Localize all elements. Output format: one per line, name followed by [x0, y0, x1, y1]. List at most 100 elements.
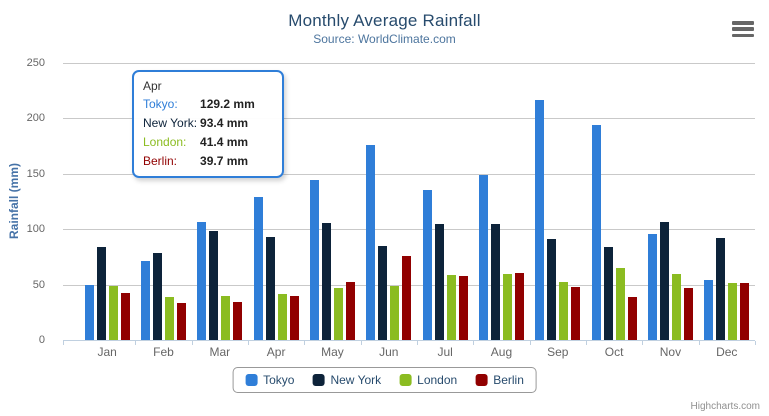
bar-london-feb[interactable] — [164, 297, 174, 340]
x-axis-tick — [191, 341, 193, 345]
bar-london-oct[interactable] — [615, 267, 625, 340]
bar-london-sep[interactable] — [559, 281, 569, 340]
legend-item-tokyo[interactable]: Tokyo — [245, 373, 294, 387]
y-axis-tick-label: 150 — [26, 167, 45, 180]
x-axis-label-jun: Jun — [379, 345, 399, 359]
bar-tokyo-nov[interactable] — [647, 234, 657, 340]
plot-area — [63, 63, 756, 345]
bar-tokyo-apr[interactable] — [253, 196, 263, 340]
bar-berlin-aug[interactable] — [514, 273, 524, 340]
y-axis-tick-label: 250 — [26, 57, 45, 69]
bar-tokyo-mar[interactable] — [197, 222, 207, 340]
bar-new-york-mar[interactable] — [209, 230, 219, 340]
bar-new-york-nov[interactable] — [659, 221, 669, 340]
bar-tokyo-dec[interactable] — [704, 279, 714, 340]
bar-berlin-nov[interactable] — [683, 288, 693, 340]
bar-tokyo-feb[interactable] — [140, 260, 150, 340]
bar-tokyo-oct[interactable] — [591, 124, 601, 340]
legend-item-new-york[interactable]: New York — [312, 373, 381, 387]
x-axis-label-apr: Apr — [266, 345, 286, 359]
bar-tokyo-jul[interactable] — [422, 189, 432, 340]
x-axis-labels: Jan Feb Mar Apr May Jun Jul Aug Sep Oct Nov Dec — [79, 345, 755, 359]
bar-london-may[interactable] — [333, 287, 343, 340]
bar-new-york-feb[interactable] — [152, 252, 162, 340]
bar-london-jun[interactable] — [390, 286, 400, 340]
y-axis-tick-label: 50 — [32, 278, 45, 291]
gridline — [63, 118, 755, 120]
bar-london-mar[interactable] — [221, 296, 231, 340]
bar-london-jul[interactable] — [446, 274, 456, 340]
bar-berlin-apr[interactable] — [289, 296, 299, 340]
bar-tokyo-aug[interactable] — [478, 175, 488, 340]
tooltip-series-label: Berlin: — [143, 154, 178, 168]
tooltip-series-value: 129.2 mm — [200, 97, 255, 111]
y-axis-tick-label: 100 — [26, 223, 45, 236]
hamburger-bar — [732, 21, 754, 25]
legend-item-london[interactable]: London — [399, 373, 457, 387]
bar-london-jan[interactable] — [108, 285, 118, 340]
x-axis-label-mar: Mar — [209, 345, 231, 359]
x-axis-label-nov: Nov — [659, 345, 682, 359]
tooltip: Apr Tokyo: 129.2 mm New York: 93.4 mm London… — [132, 70, 284, 178]
bar-group-mar — [192, 63, 248, 340]
bar-tokyo-may[interactable] — [309, 180, 319, 340]
legend-label: London — [417, 373, 458, 387]
bar-group-oct — [586, 63, 642, 340]
chart-title: Monthly Average Rainfall — [288, 11, 481, 30]
bar-group-jan — [79, 63, 135, 340]
bar-berlin-may[interactable] — [345, 281, 355, 340]
legend-label: New York — [330, 373, 382, 387]
x-axis-label-feb: Feb — [153, 345, 174, 359]
legend-item-berlin[interactable]: Berlin — [475, 373, 524, 387]
x-axis-label-jan: Jan — [97, 345, 117, 359]
x-axis-tick — [642, 341, 644, 345]
bar-new-york-dec[interactable] — [716, 237, 726, 340]
bar-tokyo-sep[interactable] — [535, 100, 545, 340]
tooltip-header: Apr — [143, 79, 162, 93]
credits-link[interactable]: Highcharts.com — [690, 401, 760, 412]
legend-label: Tokyo — [263, 373, 295, 387]
bar-new-york-apr[interactable] — [265, 236, 275, 340]
bar-london-nov[interactable] — [671, 274, 681, 340]
bar-berlin-jan[interactable] — [120, 293, 130, 340]
bar-berlin-oct[interactable] — [627, 296, 637, 340]
x-axis-label-oct: Oct — [604, 345, 624, 359]
bar-new-york-sep[interactable] — [547, 238, 557, 340]
export-menu-icon[interactable] — [732, 21, 754, 37]
bar-london-dec[interactable] — [728, 283, 738, 340]
hamburger-bar — [732, 33, 754, 37]
y-axis-tick-label: 0 — [38, 334, 45, 346]
bar-london-aug[interactable] — [502, 273, 512, 340]
tooltip-series-label: Tokyo: — [143, 97, 178, 111]
bar-new-york-jun[interactable] — [378, 246, 388, 340]
bar-london-apr[interactable] — [277, 294, 287, 340]
bar-berlin-jul[interactable] — [458, 276, 468, 340]
hamburger-bar — [732, 27, 754, 31]
bar-new-york-jan[interactable] — [96, 247, 106, 340]
bar-new-york-oct[interactable] — [603, 247, 613, 340]
bar-group-aug — [473, 63, 529, 340]
bar-berlin-mar[interactable] — [233, 301, 243, 340]
bar-group-dec — [699, 63, 755, 340]
bar-tokyo-jan[interactable] — [84, 284, 94, 340]
bar-berlin-feb[interactable] — [176, 303, 186, 340]
bar-new-york-jul[interactable] — [434, 223, 444, 340]
x-axis-label-jul: Jul — [437, 345, 453, 359]
gridline — [63, 229, 755, 231]
legend-label: Berlin — [493, 373, 524, 387]
bar-berlin-jun[interactable] — [402, 256, 412, 340]
bar-new-york-aug[interactable] — [490, 224, 500, 340]
bar-groups — [79, 63, 755, 340]
bar-group-jul — [417, 63, 473, 340]
tooltip-rows: Tokyo: 129.2 mm New York: 93.4 mm London: 41.… — [143, 97, 273, 168]
bar-group-apr — [248, 63, 304, 340]
bar-berlin-dec[interactable] — [740, 283, 750, 340]
bar-new-york-may[interactable] — [321, 222, 331, 340]
x-axis-tick — [755, 341, 756, 345]
bar-berlin-sep[interactable] — [571, 287, 581, 340]
tooltip-series-label: London: — [143, 135, 187, 149]
y-axis-labels: 0 50 100 150 200 250 — [0, 57, 55, 346]
tooltip-series-value: 93.4 mm — [200, 116, 249, 130]
bar-tokyo-jun[interactable] — [366, 145, 376, 340]
